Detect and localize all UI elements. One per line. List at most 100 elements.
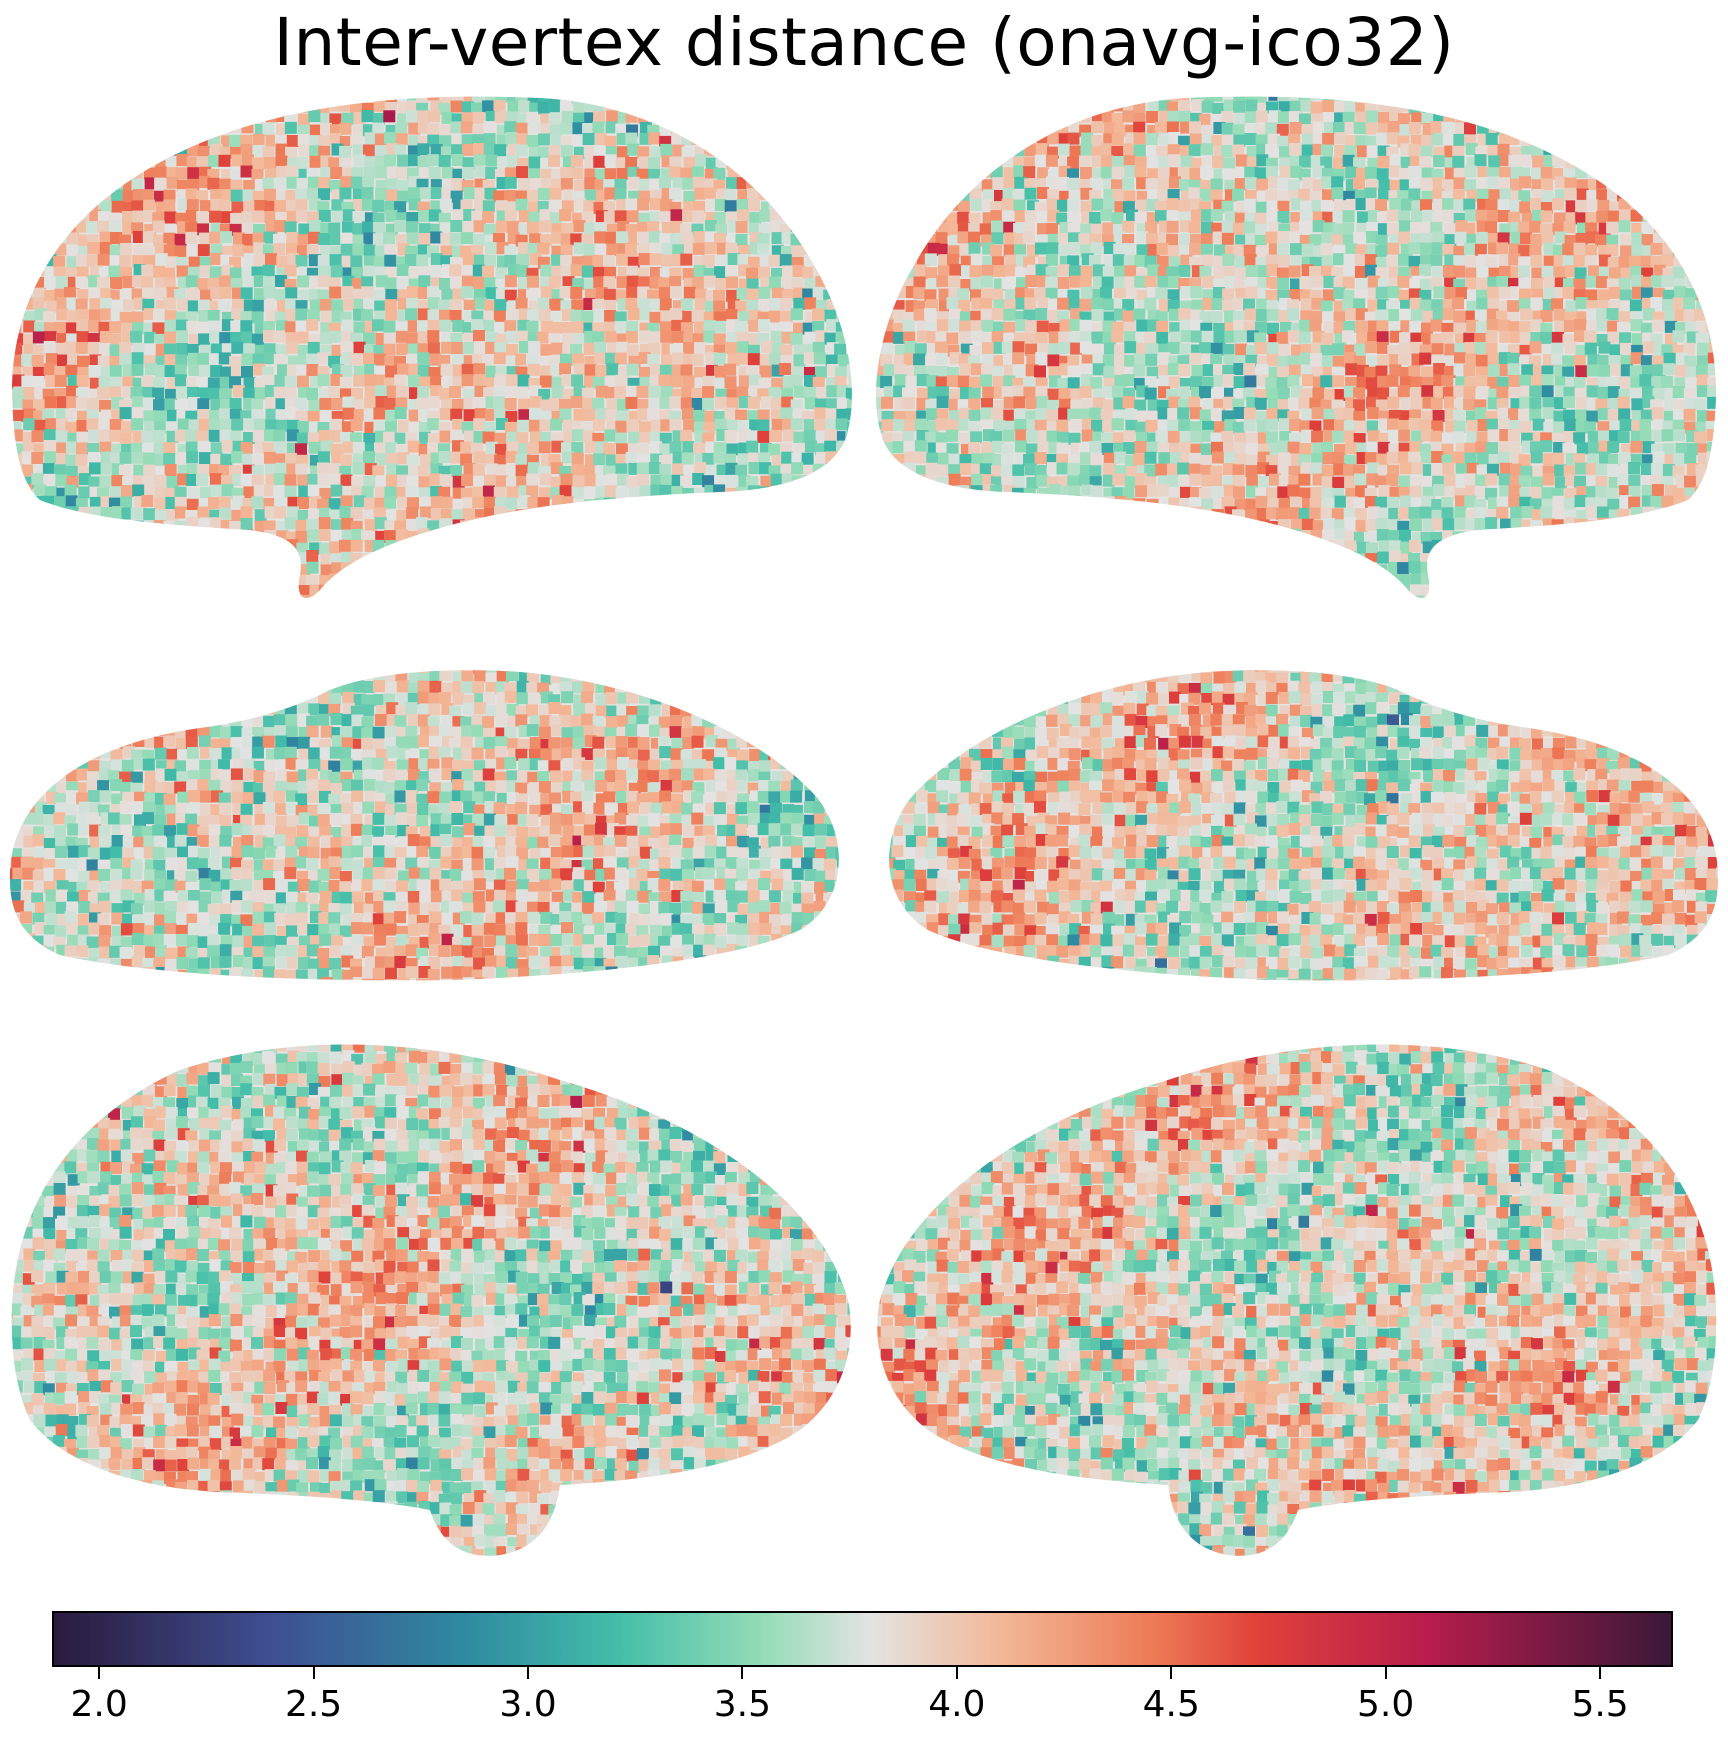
surface-vertex-patch [12, 517, 25, 530]
surface-vertex-patch [1178, 99, 1190, 112]
surface-vertex-patch [993, 110, 1006, 122]
surface-vertex-patch [705, 508, 718, 521]
surface-vertex-patch [916, 178, 929, 191]
surface-vertex-patch [54, 199, 67, 212]
surface-vertex-patch [166, 124, 179, 137]
surface-vertex-patch [220, 96, 233, 101]
surface-vertex-patch [1543, 99, 1556, 112]
surface-vertex-patch [132, 484, 145, 497]
surface-vertex-patch [570, 595, 583, 598]
surface-vertex-patch [408, 122, 421, 135]
surface-vertex-patch [397, 190, 409, 203]
surface-vertex-patch [64, 101, 77, 114]
surface-vertex-patch [339, 431, 352, 444]
surface-vertex-patch [76, 168, 89, 181]
surface-vertex-patch [876, 200, 883, 213]
surface-vertex-patch [1441, 179, 1454, 192]
surface-vertex-patch [1366, 110, 1379, 123]
surface-vertex-patch [1375, 199, 1387, 212]
surface-vertex-patch [1630, 167, 1643, 179]
surface-vertex-patch [1431, 133, 1444, 146]
surface-vertex-patch [1400, 198, 1413, 211]
surface-vertex-patch [716, 113, 729, 126]
surface-vertex-patch [452, 354, 464, 367]
surface-vertex-patch [837, 255, 850, 268]
surface-vertex-patch [1067, 198, 1080, 211]
surface-vertex-patch [1608, 167, 1621, 180]
surface-vertex-patch [494, 506, 506, 519]
surface-vertex-patch [1475, 231, 1488, 244]
surface-vertex-patch [614, 531, 627, 543]
surface-vertex-patch [592, 398, 605, 410]
surface-vertex-patch [649, 363, 662, 376]
surface-vertex-patch [704, 410, 717, 423]
surface-vertex-patch [506, 330, 519, 343]
surface-vertex-patch [947, 135, 960, 148]
surface-vertex-patch [318, 507, 331, 520]
surface-vertex-patch [548, 113, 561, 126]
surface-vertex-patch [252, 210, 265, 223]
surface-vertex-patch [584, 596, 597, 598]
surface-vertex-patch [991, 232, 1004, 245]
surface-vertex-patch [1246, 156, 1259, 169]
surface-vertex-patch [716, 561, 729, 574]
surface-vertex-patch [670, 286, 682, 299]
surface-vertex-patch [527, 586, 540, 598]
surface-vertex-patch [560, 167, 573, 179]
surface-vertex-patch [463, 574, 476, 587]
surface-vertex-patch [394, 374, 407, 387]
surface-vertex-patch [319, 298, 332, 311]
surface-vertex-patch [616, 253, 629, 266]
surface-vertex-patch [497, 157, 509, 169]
surface-vertex-patch [757, 594, 770, 598]
surface-vertex-patch [714, 365, 726, 378]
surface-vertex-patch [572, 475, 585, 488]
surface-vertex-patch [815, 276, 828, 289]
surface-vertex-patch [263, 540, 276, 552]
surface-vertex-patch [32, 366, 45, 379]
surface-vertex-patch [208, 429, 221, 442]
surface-vertex-patch [691, 353, 704, 366]
surface-vertex-patch [1531, 143, 1544, 156]
surface-vertex-patch [658, 211, 671, 224]
surface-vertex-patch [603, 443, 616, 456]
surface-vertex-patch [339, 454, 352, 467]
surface-vertex-patch [895, 176, 907, 189]
surface-vertex-patch [339, 157, 352, 170]
surface-vertex-patch [65, 364, 78, 377]
surface-vertex-patch [43, 189, 56, 201]
surface-vertex-patch [262, 563, 275, 576]
surface-vertex-patch [1587, 155, 1600, 168]
surface-vertex-patch [1026, 110, 1039, 123]
surface-vertex-patch [262, 244, 275, 257]
surface-vertex-patch [1342, 210, 1355, 223]
surface-vertex-patch [1675, 111, 1688, 123]
surface-vertex-patch [1089, 212, 1102, 224]
surface-vertex-patch [397, 154, 410, 167]
surface-vertex-patch [737, 453, 750, 466]
surface-vertex-patch [65, 465, 78, 478]
surface-vertex-patch [815, 176, 827, 189]
surface-vertex-patch [661, 541, 674, 554]
surface-vertex-patch [21, 254, 34, 267]
surface-vertex-patch [119, 289, 132, 302]
surface-vertex-patch [1244, 133, 1257, 145]
surface-vertex-patch [725, 112, 738, 125]
surface-vertex-patch [24, 608, 36, 620]
surface-vertex-patch [142, 531, 155, 544]
surface-vertex-patch [905, 244, 918, 257]
surface-vertex-patch [760, 498, 773, 511]
surface-vertex-patch [251, 168, 264, 181]
surface-vertex-patch [473, 451, 486, 464]
surface-vertex-patch [626, 265, 639, 278]
surface-vertex-patch [254, 531, 267, 543]
surface-vertex-patch [1002, 123, 1015, 136]
surface-vertex-patch [527, 363, 540, 376]
surface-vertex-patch [759, 609, 771, 621]
surface-vertex-patch [45, 418, 58, 431]
surface-vertex-patch [462, 388, 475, 401]
surface-vertex-patch [835, 454, 848, 467]
surface-vertex-patch [144, 485, 157, 498]
surface-vertex-patch [1631, 143, 1644, 156]
surface-vertex-patch [185, 111, 198, 124]
